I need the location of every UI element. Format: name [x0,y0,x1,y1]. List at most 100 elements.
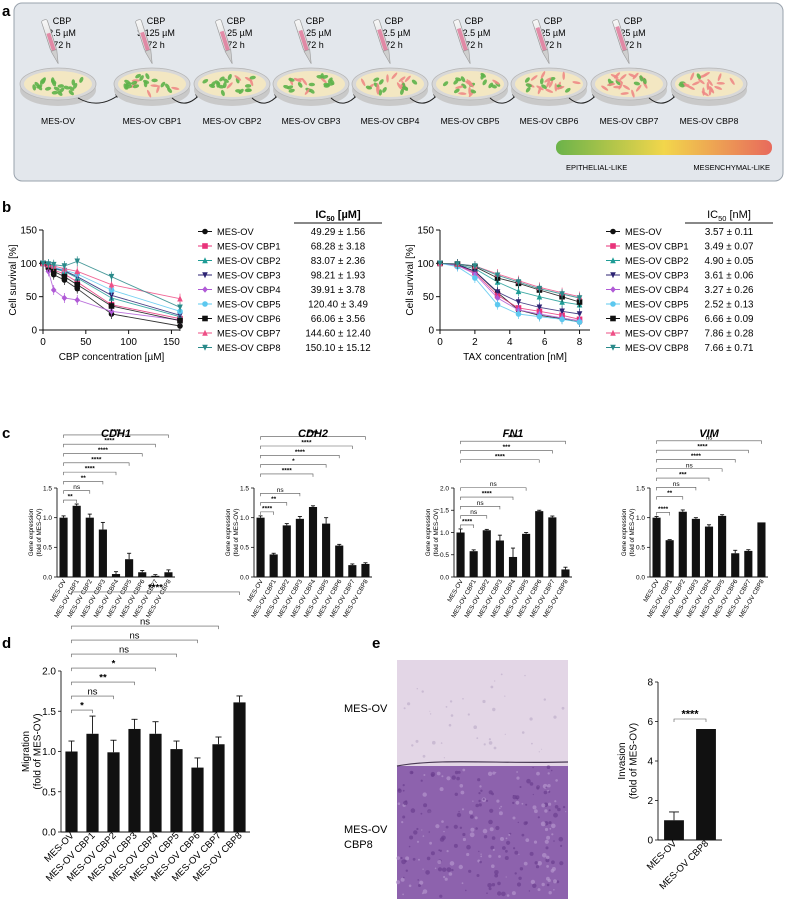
significance-label: **** [104,438,115,445]
stained-cell [400,856,403,860]
stained-cell [549,827,552,830]
significance-bracket [260,464,327,468]
stained-cell [492,771,496,775]
stained-cell [518,853,520,855]
epithelial-cell [220,89,225,97]
stained-cell [565,811,567,813]
y-axis-label: Cell survival [%] [8,244,19,315]
significance-bracket [656,487,697,491]
panel-a-cell-line-derivation: CBP 2.5 µM 72 h CBP 3.125 µM 72 h CBP 6.25 µM 72… [13,2,784,182]
epithelial-cell [378,89,383,96]
epithelial-cell [525,86,531,93]
stained-cell [437,867,443,872]
ic50-value: 3.27 ± 0.26 [705,285,755,296]
stained-cell [536,771,540,776]
stained-cell [478,792,481,795]
stained-cell [521,833,525,837]
stained-cell [559,861,564,866]
mesenchymal-cell [391,72,398,80]
y-tick-label: 1.5 [42,707,56,718]
ic50-value: 7.86 ± 0.28 [705,329,755,340]
epithelial-cell [442,81,449,87]
data-point [45,261,52,268]
legend-label: MES-OV CBP8 [625,343,689,353]
stained-cell [541,882,545,887]
stained-cell [475,803,480,808]
stained-cell [430,851,435,856]
ic50-value: 3.61 ± 0.06 [705,271,755,282]
legend-label: MES-OV CBP4 [625,285,689,295]
epithelial-cell [214,80,221,86]
pore-speck [411,744,414,747]
stained-cell [532,805,537,810]
epithelial-cell [453,79,459,85]
significance-bracket [63,453,143,457]
epithelial-cell [541,84,547,89]
stained-cell [516,882,522,887]
significance-bracket [63,443,156,448]
epithelial-cell [378,79,384,85]
bar [469,551,478,577]
significance-bracket [460,524,474,528]
mesenchymal-cell [404,75,411,82]
stained-cell [534,861,538,865]
ic50-value: 150.10 ± 15.12 [305,343,370,354]
stained-cell [422,792,427,797]
mesenchymal-cell [729,77,735,85]
data-point [202,257,208,264]
stained-cell [427,809,432,814]
dose-annotation: CBP 6.25 µM 72 h [215,16,252,64]
mesenchymal-cell [635,84,642,92]
dose-annotation: CBP 2.5 µM 72 h [41,16,76,64]
significance-label: **** [85,466,96,473]
pipette-icon [453,19,471,64]
stained-cell [456,776,460,781]
stained-cell [402,789,405,792]
dish-label: MES-OV CBP3 [282,116,341,126]
stained-cell [496,799,500,803]
stained-cell [492,848,495,852]
dose-agent: CBP [385,16,404,26]
stained-cell [560,844,563,848]
pore-speck [407,702,411,706]
stained-cell [402,893,404,896]
stained-cell [494,870,499,875]
y-tick-label: 2.0 [42,667,56,678]
stained-cell [529,851,534,856]
y-tick-label: 1.5 [636,485,645,492]
stained-cell [545,858,550,863]
pipette-icon [373,19,391,64]
series-mes-ov-cbp5 [437,260,583,327]
stained-cell [422,889,428,894]
mesenchymal-cell [244,76,253,82]
data-point [536,293,543,300]
y-tick-label: 0.5 [440,552,449,559]
significance-label: * [112,659,116,670]
panel-label-a: a [2,3,11,20]
epithelial-cell [202,78,209,84]
stained-cell [523,861,528,866]
stained-cell [495,825,500,831]
significance-bracket [460,506,501,510]
ic50-header: IC50 [nM] [707,209,751,223]
epithelial-cell [53,86,60,91]
stained-cell [466,852,470,857]
stained-cell [405,856,410,861]
stained-cell [469,815,474,819]
stained-cell [546,883,550,887]
stained-cell [514,850,519,855]
x-axis-label: CBP concentration [µM] [59,352,165,363]
data-point [74,258,81,265]
legend-label: MES-OV CBP1 [217,242,281,252]
stained-cell [529,782,534,786]
pore-speck [504,695,506,697]
panel-label-b: b [2,199,11,216]
mesenchymal-cell [537,86,542,95]
mesenchymal-cell [690,72,695,81]
epithelial-cell [411,79,418,85]
y-axis-label: Gene expression [28,508,35,556]
mesenchymal-cell [396,82,402,90]
